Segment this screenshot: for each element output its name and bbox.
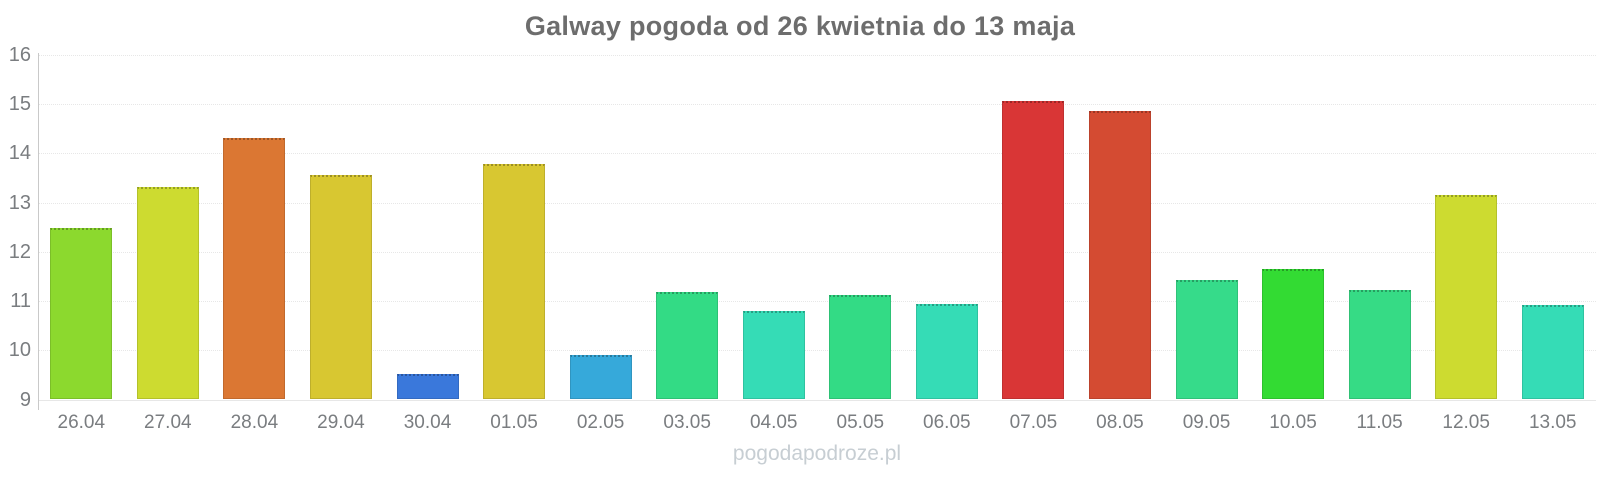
x-axis-label-07.05: 07.05 — [1009, 412, 1058, 433]
bar-07.05[interactable] — [1002, 100, 1065, 400]
chart-title: Galway pogoda od 26 kwietnia do 13 maja — [524, 11, 1076, 41]
gridline-15 — [38, 104, 1596, 106]
x-axis-line — [38, 399, 1596, 401]
x-axis-label-09.05: 09.05 — [1182, 412, 1231, 433]
x-axis-label-28.04: 28.04 — [230, 412, 279, 433]
bar-01.05[interactable] — [483, 164, 546, 400]
bar-08.05[interactable] — [1088, 110, 1151, 400]
gridline-11 — [38, 301, 1596, 303]
y-axis-label-11: 11 — [10, 290, 31, 313]
bar-28.04[interactable] — [223, 137, 286, 400]
gridline-12 — [38, 251, 1596, 253]
y-axis-label-12: 12 — [8, 240, 31, 263]
y-axis-line — [38, 53, 39, 410]
gridline-14 — [38, 153, 1596, 155]
x-axis-label-27.04: 27.04 — [144, 412, 192, 433]
bar-09.05[interactable] — [1175, 279, 1238, 400]
bar-27.04[interactable] — [136, 186, 199, 400]
gridline-13 — [38, 202, 1596, 204]
bar-26.04[interactable] — [50, 228, 113, 400]
y-axis-label-16: 16 — [8, 44, 31, 66]
x-axis-label-06.05: 06.05 — [923, 412, 971, 433]
bar-29.04[interactable] — [309, 174, 372, 400]
gridline-10 — [38, 350, 1596, 352]
bar-30.04[interactable] — [396, 373, 459, 400]
bar-11.05[interactable] — [1348, 290, 1411, 400]
x-axis-label-03.05: 03.05 — [663, 412, 711, 433]
bar-03.05[interactable] — [656, 292, 719, 400]
y-axis-label-9: 9 — [19, 388, 31, 411]
bar-10.05[interactable] — [1262, 269, 1325, 400]
watermark: pogodapodroze.pl — [732, 442, 902, 465]
bar-02.05[interactable] — [569, 354, 632, 400]
x-axis-label-10.05: 10.05 — [1269, 412, 1317, 433]
x-axis-label-29.04: 29.04 — [317, 412, 365, 433]
y-axis-label-10: 10 — [8, 339, 31, 362]
y-axis-label-15: 15 — [8, 93, 31, 116]
bar-06.05[interactable] — [915, 304, 978, 400]
x-axis-label-02.05: 02.05 — [576, 412, 625, 433]
y-axis-label-14: 14 — [8, 142, 31, 165]
x-axis-label-04.05: 04.05 — [749, 412, 798, 433]
x-axis-label-13.05: 13.05 — [1528, 412, 1577, 433]
bar-12.05[interactable] — [1435, 195, 1498, 400]
bar-13.05[interactable] — [1521, 304, 1584, 400]
x-axis-label-30.04: 30.04 — [403, 412, 452, 433]
x-axis-label-01.05: 01.05 — [490, 412, 538, 433]
x-axis-label-12.05: 12.05 — [1442, 412, 1490, 433]
bar-04.05[interactable] — [742, 311, 805, 400]
y-axis-label-13: 13 — [8, 191, 31, 214]
gridline-16 — [38, 55, 1596, 56]
bar-05.05[interactable] — [829, 295, 892, 400]
x-axis-label-26.04: 26.04 — [57, 412, 106, 433]
x-axis-label-11.05: 11.05 — [1356, 412, 1403, 433]
x-axis-label-08.05: 08.05 — [1096, 412, 1144, 433]
x-axis-label-05.05: 05.05 — [836, 412, 885, 433]
